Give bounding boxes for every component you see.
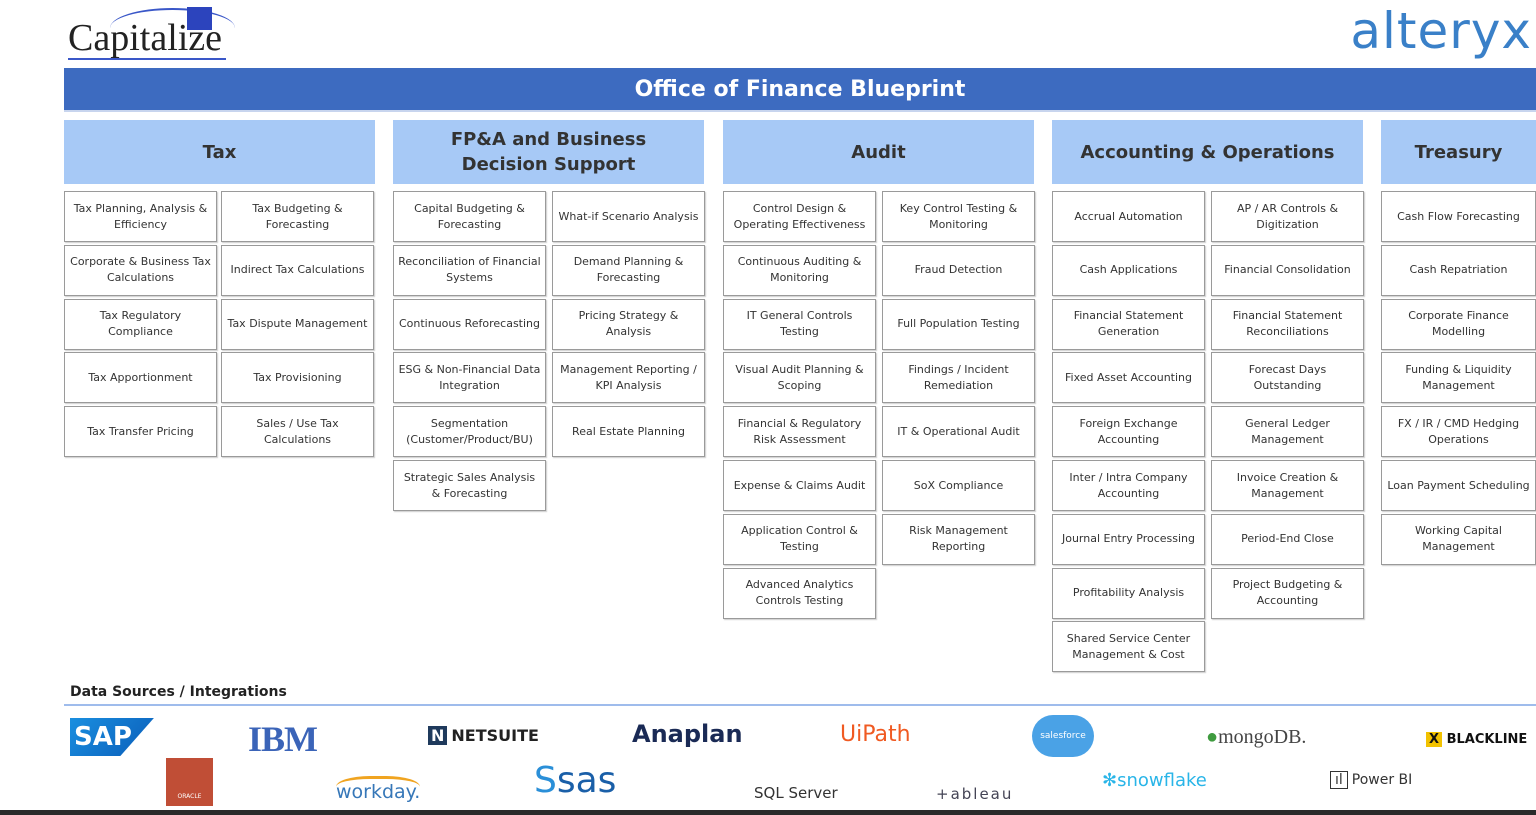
capability-cell: Financial Consolidation <box>1211 244 1364 296</box>
blackline-text: BLACKLINE <box>1446 732 1528 747</box>
uipath-logo: UiPath <box>840 722 911 747</box>
netsuite-logo: N NETSUITE <box>428 726 539 745</box>
capability-cell: Findings / Incident Remediation <box>882 352 1035 404</box>
capability-cell: ESG & Non-Financial Data Integration <box>393 352 546 404</box>
capability-cell: Foreign Exchange Accounting <box>1052 406 1205 458</box>
capability-cell: Period-End Close <box>1211 513 1364 565</box>
capability-cell: Tax Dispute Management <box>221 298 374 350</box>
power-bi-text: Power BI <box>1351 772 1413 788</box>
capability-cell: Inter / Intra Company Accounting <box>1052 460 1205 511</box>
capitalize-logo-square <box>187 7 212 30</box>
capability-cell: Continuous Reforecasting <box>393 298 546 350</box>
anaplan-logo: Anaplan <box>632 720 743 748</box>
capability-cell: Tax Apportionment <box>64 352 217 404</box>
column-header: Treasury <box>1381 120 1536 184</box>
capability-cell: Forecast Days Outstanding <box>1211 352 1364 404</box>
sas-logo: Ssas <box>534 760 617 801</box>
capability-cell: Journal Entry Processing <box>1052 513 1205 565</box>
capability-cell: Cash Repatriation <box>1381 244 1536 296</box>
capability-cell: Fixed Asset Accounting <box>1052 352 1205 404</box>
capability-cell: Corporate & Business Tax Calculations <box>64 244 217 296</box>
capability-cell: Strategic Sales Analysis & Forecasting <box>393 460 546 511</box>
capability-cell: Financial & Regulatory Risk Assessment <box>723 406 876 458</box>
capability-cell: Visual Audit Planning & Scoping <box>723 352 876 404</box>
capability-cell: SoX Compliance <box>882 460 1035 511</box>
capability-cell: Working Capital Management <box>1381 513 1536 565</box>
column-header: Tax <box>64 120 375 184</box>
capability-cell: Loan Payment Scheduling <box>1381 460 1536 511</box>
capability-cell: Capital Budgeting & Forecasting <box>393 191 546 242</box>
bottom-bar <box>0 810 1536 815</box>
column-header: FP&A and Business Decision Support <box>393 120 704 184</box>
capability-cell: Reconciliation of Financial Systems <box>393 244 546 296</box>
netsuite-text: NETSUITE <box>451 726 539 745</box>
workday-logo: workday. <box>336 776 421 803</box>
sap-logo: SAP <box>70 718 154 756</box>
sql-server-logo: SQL Server <box>754 784 838 802</box>
capitalize-logo: Capitalize <box>68 18 227 60</box>
mongodb-logo: ●mongoDB. <box>1206 726 1307 748</box>
capability-cell: Management Reporting / KPI Analysis <box>552 352 705 404</box>
page-title: Office of Finance Blueprint <box>64 68 1536 112</box>
capability-cell: Real Estate Planning <box>552 406 705 458</box>
capability-cell: Application Control & Testing <box>723 513 876 565</box>
capability-cell: Corporate Finance Modelling <box>1381 298 1536 350</box>
capitalize-logo-arc <box>110 8 235 48</box>
capability-cell: Segmentation (Customer/Product/BU) <box>393 406 546 458</box>
capability-cell: Expense & Claims Audit <box>723 460 876 511</box>
blackline-logo: X BLACKLINE <box>1426 732 1527 747</box>
capability-cell: FX / IR / CMD Hedging Operations <box>1381 406 1536 458</box>
capability-cell: Advanced Analytics Controls Testing <box>723 567 876 619</box>
snowflake-text: snowflake <box>1117 770 1207 791</box>
capability-cell: Tax Planning, Analysis & Efficiency <box>64 191 217 242</box>
tableau-logo: +ableau <box>936 785 1014 803</box>
capability-cell: IT & Operational Audit <box>882 406 1035 458</box>
capability-cell: Risk Management Reporting <box>882 513 1035 565</box>
column-header: Accounting & Operations <box>1052 120 1363 184</box>
capability-cell: Funding & Liquidity Management <box>1381 352 1536 404</box>
capability-cell: General Ledger Management <box>1211 406 1364 458</box>
capability-cell: Invoice Creation & Management <box>1211 460 1364 511</box>
capability-cell: What-if Scenario Analysis <box>552 191 705 242</box>
capability-cell: Tax Budgeting & Forecasting <box>221 191 374 242</box>
ibm-logo: IBM <box>248 719 318 759</box>
capability-cell: Financial Statement Reconciliations <box>1211 298 1364 350</box>
capability-cell: Accrual Automation <box>1052 191 1205 242</box>
data-sources-label: Data Sources / Integrations <box>70 684 287 700</box>
capability-cell: Cash Applications <box>1052 244 1205 296</box>
capability-cell: Continuous Auditing & Monitoring <box>723 244 876 296</box>
capability-cell: Sales / Use Tax Calculations <box>221 406 374 458</box>
alteryx-logo: alteryx <box>1350 2 1532 60</box>
capability-cell: Key Control Testing & Monitoring <box>882 191 1035 242</box>
capability-cell: AP / AR Controls & Digitization <box>1211 191 1364 242</box>
capability-cell: Profitability Analysis <box>1052 567 1205 619</box>
snowflake-logo: ✻snowflake <box>1102 770 1207 791</box>
capability-cell: Shared Service Center Management & Cost <box>1052 621 1205 673</box>
column-header: Audit <box>723 120 1034 184</box>
capability-cell: IT General Controls Testing <box>723 298 876 350</box>
oracle-logo: ORACLE <box>166 758 213 806</box>
capability-cell: Tax Provisioning <box>221 352 374 404</box>
capability-cell: Fraud Detection <box>882 244 1035 296</box>
power-bi-logo: ıl Power BI <box>1330 771 1413 789</box>
sas-text: sas <box>556 760 617 801</box>
capability-cell: Financial Statement Generation <box>1052 298 1205 350</box>
capability-cell: Project Budgeting & Accounting <box>1211 567 1364 619</box>
mongodb-text: mongoDB. <box>1218 726 1307 748</box>
salesforce-logo: salesforce <box>1032 715 1094 757</box>
capability-cell: Control Design & Operating Effectiveness <box>723 191 876 242</box>
capability-cell: Pricing Strategy & Analysis <box>552 298 705 350</box>
capability-cell: Tax Transfer Pricing <box>64 406 217 458</box>
capability-cell: Indirect Tax Calculations <box>221 244 374 296</box>
capability-cell: Full Population Testing <box>882 298 1035 350</box>
capability-cell: Demand Planning & Forecasting <box>552 244 705 296</box>
divider <box>64 704 1536 706</box>
capability-cell: Cash Flow Forecasting <box>1381 191 1536 242</box>
capability-cell: Tax Regulatory Compliance <box>64 298 217 350</box>
